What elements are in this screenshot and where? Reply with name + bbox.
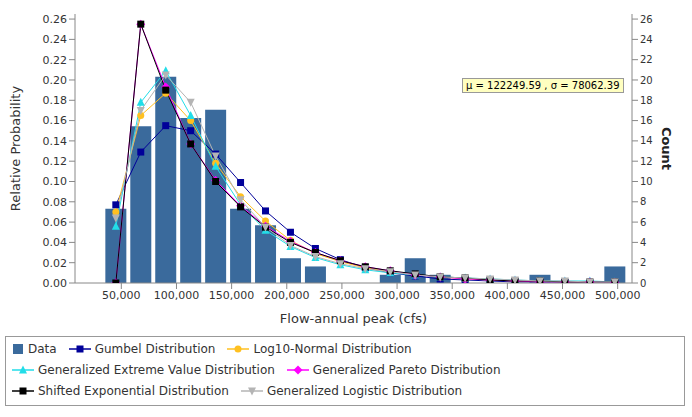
svg-text:0.24: 0.24 [43, 33, 68, 46]
svg-text:24: 24 [640, 34, 653, 45]
svg-text:0.22: 0.22 [43, 54, 68, 67]
svg-text:6: 6 [640, 217, 646, 228]
svg-text:0.06: 0.06 [43, 216, 68, 229]
svg-text:0.16: 0.16 [43, 114, 68, 127]
svg-text:50,000: 50,000 [102, 289, 141, 302]
svg-text:0.00: 0.00 [43, 277, 68, 290]
svg-text:4: 4 [640, 237, 646, 248]
svg-text:0.20: 0.20 [43, 74, 68, 87]
svg-text:22: 22 [640, 54, 653, 65]
svg-text:250,000: 250,000 [319, 289, 365, 302]
svg-text:8: 8 [640, 196, 646, 207]
svg-text:0.02: 0.02 [43, 257, 68, 270]
svg-text:400,000: 400,000 [485, 289, 531, 302]
svg-text:Flow-annual peak (cfs): Flow-annual peak (cfs) [280, 311, 427, 326]
svg-text:350,000: 350,000 [429, 289, 475, 302]
svg-text:100,000: 100,000 [154, 289, 200, 302]
svg-text:0.10: 0.10 [43, 175, 68, 188]
svg-text:14: 14 [640, 135, 653, 146]
html-text:μ = 122249.59 , σ = 78062.39: μ = 122249.59 , σ = 78062.39 [466, 80, 620, 91]
html-text:Data: Data [28, 342, 57, 356]
svg-text:500,000: 500,000 [595, 289, 641, 302]
svg-text:0.12: 0.12 [43, 155, 68, 168]
svg-text:0.14: 0.14 [43, 135, 68, 148]
html-text:Generalized Pareto Distributio: Generalized Pareto Distribution [312, 363, 501, 377]
svg-text:200,000: 200,000 [264, 289, 310, 302]
svg-text:Relative Probability: Relative Probability [8, 86, 23, 212]
svg-text:300,000: 300,000 [374, 289, 420, 302]
svg-text:0.26: 0.26 [43, 13, 68, 26]
svg-text:20: 20 [640, 75, 653, 86]
html-text:Generalized Extreme Value Dist: Generalized Extreme Value Distribution [38, 363, 275, 377]
svg-text:18: 18 [640, 95, 653, 106]
svg-text:26: 26 [640, 14, 653, 25]
svg-text:16: 16 [640, 115, 653, 126]
svg-text:450,000: 450,000 [540, 289, 586, 302]
svg-text:12: 12 [640, 156, 653, 167]
svg-text:0: 0 [640, 278, 646, 289]
svg-text:0.08: 0.08 [43, 196, 68, 209]
svg-text:10: 10 [640, 176, 653, 187]
svg-text:Count: Count [659, 127, 674, 170]
html-text:Log10-Normal Distribution: Log10-Normal Distribution [253, 342, 412, 356]
svg-text:2: 2 [640, 257, 646, 268]
svg-text:0.04: 0.04 [43, 236, 68, 249]
html-text:Shifted Exponential Distributi: Shifted Exponential Distribution [38, 384, 229, 398]
html-text:Generalized Logistic Distribut: Generalized Logistic Distribution [266, 384, 463, 398]
html-text:Gumbel Distribution: Gumbel Distribution [94, 342, 216, 356]
svg-text:150,000: 150,000 [209, 289, 255, 302]
svg-text:0.18: 0.18 [43, 94, 68, 107]
